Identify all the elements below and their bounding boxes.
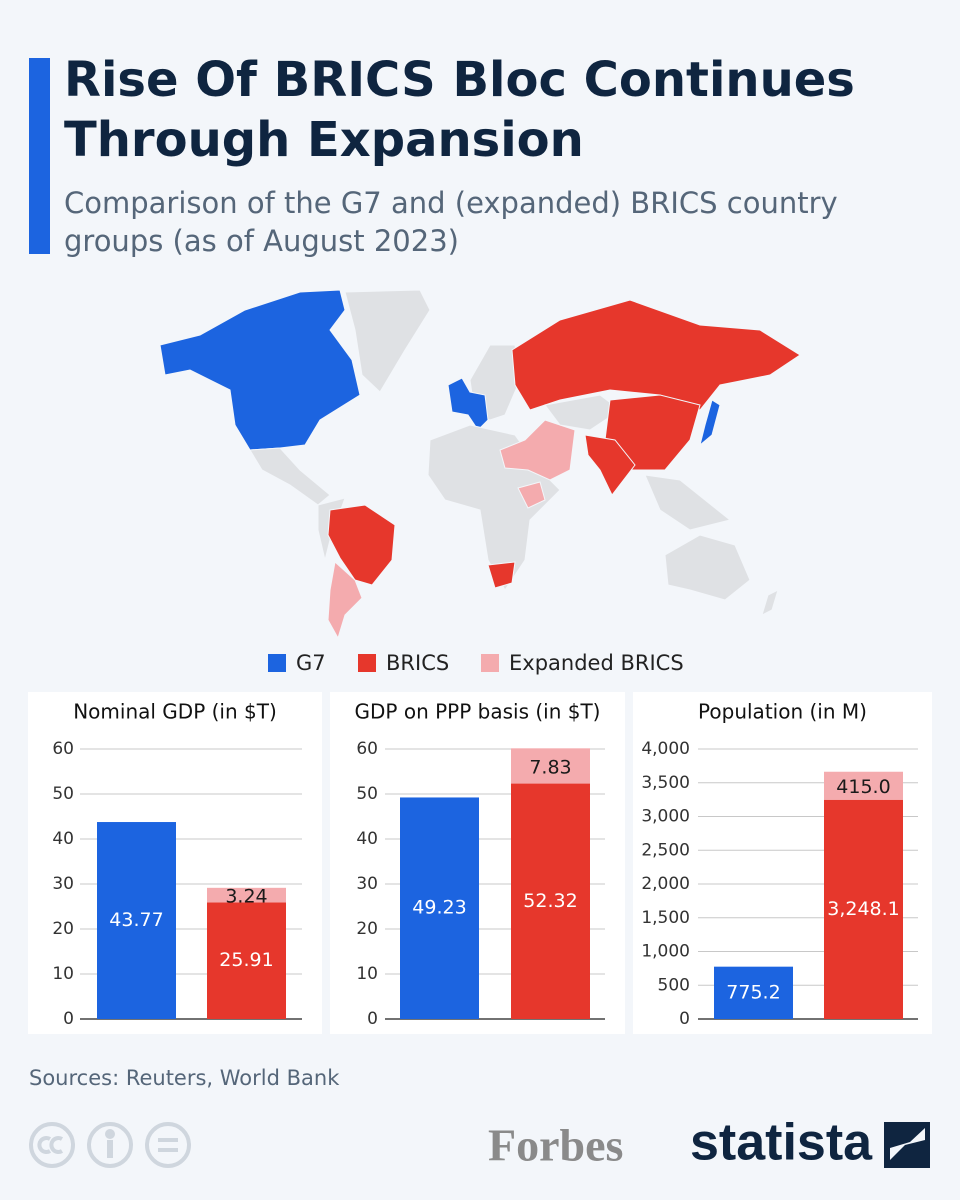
bar <box>400 797 479 1019</box>
cc-mark <box>37 1136 64 1154</box>
legend-swatch <box>481 654 499 672</box>
bar <box>714 966 793 1019</box>
world-map <box>159 289 801 640</box>
map-australia <box>664 534 751 601</box>
map-asia-central <box>544 394 621 431</box>
map-russia <box>511 299 801 411</box>
y-tick-label: 4,000 <box>641 739 690 759</box>
y-tick-label: 2,000 <box>641 874 690 894</box>
bar <box>207 902 286 1019</box>
y-tick-label: 60 <box>356 739 378 759</box>
legend-label: G7 <box>296 651 326 675</box>
brand-logo: statista <box>690 1114 873 1172</box>
value-label: 49.23 <box>412 897 466 919</box>
y-tick-label: 2,500 <box>641 840 690 860</box>
by-icon <box>87 1122 133 1168</box>
brand-icon <box>884 1122 930 1168</box>
title: Rise Of BRICS Bloc Continues Through Exp… <box>64 52 855 168</box>
partner-logo: Forbes <box>488 1120 623 1171</box>
map-g7-europe <box>447 377 489 431</box>
map-central-america <box>249 447 331 506</box>
map-japan <box>699 399 721 447</box>
bar <box>97 822 176 1019</box>
y-tick-label: 50 <box>356 784 378 804</box>
y-tick-label: 1,000 <box>641 942 690 962</box>
source: Sources: Reuters, World Bank <box>29 1066 340 1090</box>
y-tick-label: 3,500 <box>641 773 690 793</box>
map-north-america <box>159 289 361 451</box>
value-label: 415.0 <box>836 776 890 798</box>
map-brazil <box>327 504 396 586</box>
value-label: 3,248.1 <box>827 898 900 920</box>
footer-icons <box>29 1122 191 1168</box>
map-south-africa <box>487 561 516 589</box>
legend-swatch <box>358 654 376 672</box>
legend-label: Expanded BRICS <box>509 651 684 675</box>
chart-title: Population (in M) <box>698 700 867 724</box>
map-middle-east <box>499 419 576 481</box>
bar <box>824 771 903 800</box>
map-argentina <box>327 561 363 640</box>
value-label: 25.91 <box>219 949 273 971</box>
chart-title: Nominal GDP (in $T) <box>73 700 277 724</box>
y-tick-label: 0 <box>679 1009 690 1029</box>
legend-label: BRICS <box>386 651 449 675</box>
y-tick-label: 50 <box>52 784 74 804</box>
y-tick-label: 10 <box>356 964 378 984</box>
value-label: 43.77 <box>109 909 163 931</box>
chart-title: GDP on PPP basis (in $T) <box>355 700 601 724</box>
y-tick-label: 30 <box>356 874 378 894</box>
y-tick-label: 20 <box>356 919 378 939</box>
value-label: 7.83 <box>529 756 571 778</box>
map-india <box>584 434 636 496</box>
map-ethiopia <box>517 481 546 509</box>
legend-swatch <box>268 654 286 672</box>
y-tick-label: 10 <box>52 964 74 984</box>
value-label: 3.24 <box>225 886 267 908</box>
map-southeast-asia <box>644 474 732 531</box>
nd-icon <box>145 1122 191 1168</box>
y-tick-label: 40 <box>356 829 378 849</box>
bar <box>824 799 903 1019</box>
brand-icon-mark <box>890 1128 925 1160</box>
y-tick-label: 500 <box>658 975 690 995</box>
accent-bar <box>29 58 50 254</box>
bar <box>511 783 590 1019</box>
y-tick-label: 20 <box>52 919 74 939</box>
y-tick-label: 0 <box>63 1009 74 1029</box>
subtitle: Comparison of the G7 and (expanded) BRIC… <box>64 186 838 258</box>
cc-icon <box>29 1122 75 1168</box>
nd-mark <box>158 1138 178 1152</box>
y-tick-label: 0 <box>367 1009 378 1029</box>
y-tick-label: 60 <box>52 739 74 759</box>
map-greenland <box>344 289 431 393</box>
bar <box>511 748 590 784</box>
map-new-zealand <box>761 589 779 616</box>
bar <box>207 887 286 903</box>
y-tick-label: 1,500 <box>641 908 690 928</box>
value-label: 52.32 <box>523 890 577 912</box>
y-tick-label: 3,000 <box>641 807 690 827</box>
value-label: 775.2 <box>726 981 780 1003</box>
y-tick-label: 40 <box>52 829 74 849</box>
by-head <box>105 1129 115 1139</box>
y-tick-label: 30 <box>52 874 74 894</box>
